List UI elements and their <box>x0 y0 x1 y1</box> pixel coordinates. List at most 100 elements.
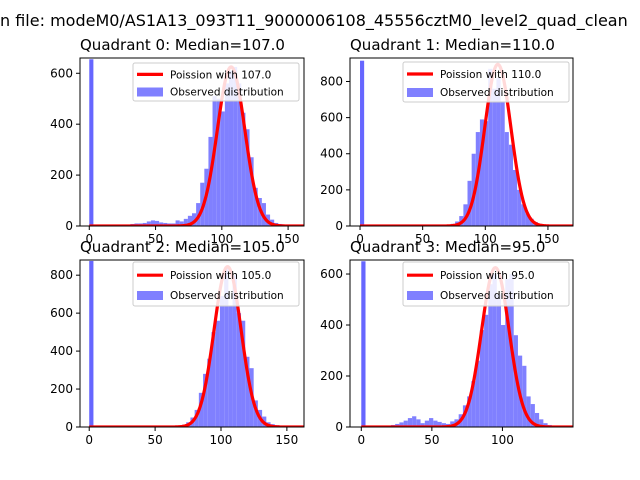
hist-bar <box>183 218 188 226</box>
subplot-quadrant-3: Quadrant 3: Median=95.0 0 50 100 0 200 400 600… <box>320 238 574 447</box>
fit-line <box>88 265 304 427</box>
x-tick-label: 50 <box>415 232 430 246</box>
hist-bar <box>224 267 229 427</box>
subplot-title: Quadrant 3: Median=95.0 <box>350 238 545 256</box>
figure-title: n file: modeM0/AS1A13_093T11_9000006108_… <box>0 11 628 31</box>
hist-bar <box>496 294 502 427</box>
axes-frame <box>79 259 305 428</box>
hist-bar <box>241 320 246 427</box>
y-tick-label: 400 <box>50 117 73 131</box>
legend: Poission with 107.0 Observed distribution <box>132 62 300 102</box>
hist-bar <box>500 101 505 226</box>
legend-hist-swatch <box>137 291 163 300</box>
y-tick-label: 600 <box>320 111 343 125</box>
hist-bar <box>501 325 506 427</box>
axes-frame <box>349 57 574 227</box>
hist-bar <box>420 423 425 427</box>
hist-bar <box>89 59 94 226</box>
y-tick-label: 200 <box>320 369 343 383</box>
hist-bar <box>522 365 527 427</box>
x-tick-label: 100 <box>210 232 233 246</box>
fit-line <box>359 62 573 226</box>
y-tick-label: 0 <box>335 420 343 434</box>
hist-bar <box>236 313 242 427</box>
hist-bar <box>479 330 485 427</box>
legend: Poission with 105.0 Observed distribution <box>132 261 300 307</box>
hist-bar <box>463 204 468 226</box>
hist-bar <box>215 320 220 427</box>
legend-fit-label: Poission with 110.0 <box>440 69 541 81</box>
hist-bar <box>155 220 160 226</box>
plot-area <box>360 261 573 427</box>
y-tick-label: 0 <box>335 219 343 233</box>
hist-bar <box>467 396 472 427</box>
legend-box <box>402 261 570 307</box>
hist-bar <box>224 83 229 226</box>
hist-bar <box>479 119 485 226</box>
hist-bar <box>179 221 184 226</box>
hist-bar <box>504 132 509 226</box>
x-tick-label: 100 <box>474 232 497 246</box>
hist-bar <box>150 220 156 226</box>
y-tick-label: 800 <box>50 268 73 282</box>
hist-bar <box>207 358 212 427</box>
x-tick-label: 100 <box>491 433 514 447</box>
legend: Poission with 95.0 Observed distribution <box>402 261 570 307</box>
hist-bar <box>429 418 434 427</box>
y-tick-label: 0 <box>65 219 73 233</box>
hist-bar <box>211 332 216 427</box>
hist-bar <box>534 412 540 427</box>
legend-hist-label: Observed distribution <box>440 87 554 99</box>
hist-bar <box>488 284 493 427</box>
hist-bar <box>521 204 526 226</box>
hist-bar <box>512 170 518 226</box>
subplot-title: Quadrant 2: Median=105.0 <box>80 238 285 256</box>
hist-bar <box>488 68 493 226</box>
legend: Poission with 110.0 Observed distribution <box>402 61 570 103</box>
y-tick-label: 600 <box>50 306 73 320</box>
legend-hist-swatch <box>407 88 433 97</box>
hist-bar <box>198 392 204 427</box>
hist-bar <box>471 381 476 427</box>
hist-bar <box>433 420 438 427</box>
y-tick-label: 400 <box>50 344 73 358</box>
hist-bar <box>492 274 497 427</box>
hist-bar <box>233 66 238 226</box>
hist-bar <box>245 356 250 427</box>
hist-bar <box>403 420 408 427</box>
hist-bar <box>241 112 246 226</box>
hist-bar <box>525 213 530 226</box>
hist-bar <box>530 404 535 427</box>
hist-bar <box>407 418 413 427</box>
legend-fit-label: Poission with 95.0 <box>440 270 535 282</box>
hist-bar <box>219 296 225 427</box>
hist-bar <box>529 218 534 226</box>
hist-bar <box>416 419 421 427</box>
subplot-quadrant-1: Quadrant 1: Median=110.0 0 50 100 150 0 200 40… <box>320 36 574 246</box>
legend-box <box>132 62 300 102</box>
subplot-title: Quadrant 1: Median=110.0 <box>350 36 555 54</box>
hist-bar <box>412 416 417 427</box>
hist-bar <box>192 213 197 226</box>
legend-hist-swatch <box>137 87 163 97</box>
x-tick-label: 150 <box>277 232 300 246</box>
x-tick-label: 0 <box>357 433 365 447</box>
legend-hist-label: Observed distribution <box>170 290 284 302</box>
x-tick-label: 0 <box>356 232 364 246</box>
y-tick-label: 400 <box>320 318 343 332</box>
hist-bar <box>475 360 480 427</box>
hist-bar <box>253 187 258 226</box>
hist-bar <box>253 400 258 427</box>
legend-fit-label: Poission with 105.0 <box>170 270 271 282</box>
hist-bar <box>543 423 548 427</box>
hist-bar <box>424 420 430 427</box>
axes-frame <box>79 57 305 227</box>
hist-bar <box>159 222 164 226</box>
x-tick-label: 0 <box>85 232 93 246</box>
legend-hist-label: Observed distribution <box>170 87 284 99</box>
fit-line <box>88 65 304 226</box>
hist-bar <box>228 70 234 226</box>
hist-bar <box>399 422 404 427</box>
hist-bar <box>232 275 237 427</box>
subplot-quadrant-0: Quadrant 0: Median=107.0 0 50 100 150 0 200 40… <box>50 36 305 246</box>
